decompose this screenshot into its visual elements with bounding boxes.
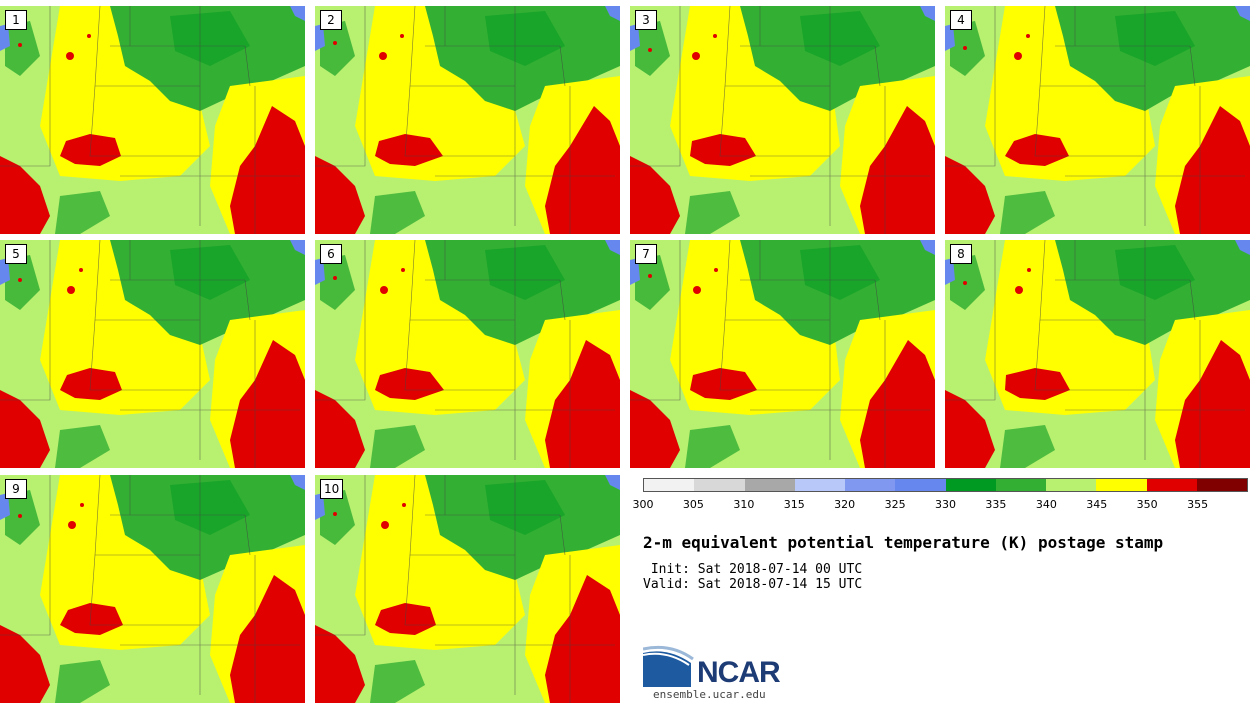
panel-number-label: 5	[5, 244, 27, 264]
colorbar-tick-label: 315	[783, 498, 805, 511]
colorbar-tick-label: 350	[1136, 498, 1158, 511]
colorbar-swatch	[895, 479, 946, 491]
map-panel-10: 10	[315, 475, 620, 703]
ncar-logo-icon	[643, 645, 694, 687]
colorbar-tick-label: 335	[985, 498, 1007, 511]
panel-number-label: 8	[950, 244, 972, 264]
colorbar-tick-label: 300	[632, 498, 654, 511]
panel-number-label: 4	[950, 10, 972, 30]
map-panel-3: 3	[630, 6, 935, 234]
panel-number-label: 2	[320, 10, 342, 30]
map-panel-4: 4	[945, 6, 1250, 234]
panel-number-label: 10	[320, 479, 344, 499]
colorbar-swatch	[744, 479, 795, 491]
colorbar-tick-label: 305	[682, 498, 704, 511]
colorbar-tick-label: 310	[733, 498, 755, 511]
colorbar	[643, 478, 1248, 492]
panel-number-label: 6	[320, 244, 342, 264]
panel-number-label: 3	[635, 10, 657, 30]
init-time: Init: Sat 2018-07-14 00 UTC	[643, 562, 863, 577]
colorbar-tick-label: 320	[834, 498, 856, 511]
map-panel-6: 6	[315, 240, 620, 468]
colorbar-swatch	[1096, 479, 1147, 491]
colorbar-swatch	[995, 479, 1046, 491]
valid-time: Valid: Sat 2018-07-14 15 UTC	[643, 577, 863, 592]
ncar-logo-text: NCAR	[697, 656, 781, 689]
figure-title: 2-m equivalent potential temperature (K)…	[643, 533, 1164, 552]
map-panel-2: 2	[315, 6, 620, 234]
map-panel-9: 9	[0, 475, 305, 703]
colorbar-swatch	[1146, 479, 1197, 491]
colorbar-swatch	[845, 479, 896, 491]
map-panel-5: 5	[0, 240, 305, 468]
map-panel-8: 8	[945, 240, 1250, 468]
colorbar-tick-label: 340	[1035, 498, 1057, 511]
colorbar-tick-label: 330	[935, 498, 956, 511]
colorbar-swatch	[794, 479, 845, 491]
colorbar-swatch	[945, 479, 996, 491]
panel-number-label: 7	[635, 244, 657, 264]
map-panel-1: 1	[0, 6, 305, 234]
colorbar-swatch	[1046, 479, 1097, 491]
colorbar-swatch	[1196, 479, 1247, 491]
map-panel-7: 7	[630, 240, 935, 468]
colorbar-tick-label: 325	[884, 498, 906, 511]
colorbar-tick-label: 355	[1187, 498, 1209, 511]
colorbar-swatch	[694, 479, 745, 491]
panel-number-label: 9	[5, 479, 27, 499]
colorbar-tick-label: 345	[1086, 498, 1108, 511]
site-url: ensemble.ucar.edu	[653, 688, 766, 701]
panel-number-label: 1	[5, 10, 27, 30]
colorbar-swatch	[644, 479, 695, 491]
